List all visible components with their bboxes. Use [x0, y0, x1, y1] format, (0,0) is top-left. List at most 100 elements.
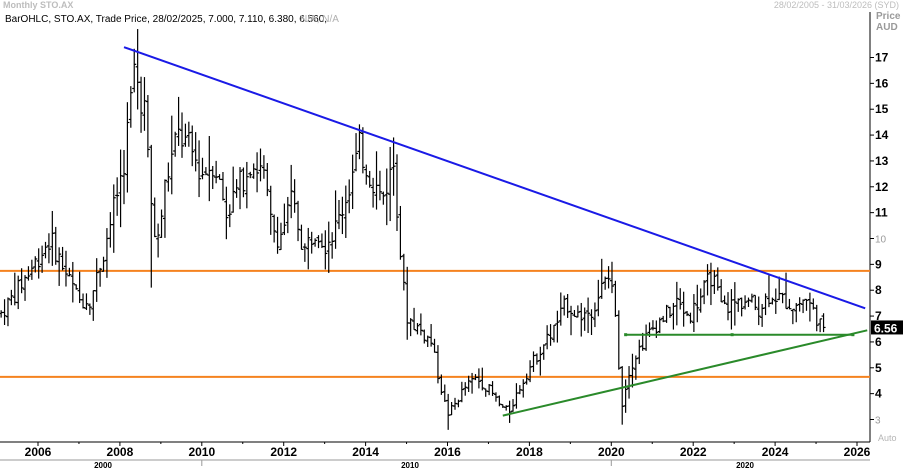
ohlc-bar[interactable]: [657, 317, 662, 334]
ohlc-bar[interactable]: [313, 238, 318, 247]
trendline-handle[interactable]: [624, 333, 628, 337]
ohlc-bar[interactable]: [794, 302, 799, 323]
ohlc-bar[interactable]: [193, 132, 198, 172]
ohlc-bar[interactable]: [630, 353, 635, 388]
ohlc-bar[interactable]: [674, 281, 679, 326]
ohlc-bar[interactable]: [695, 284, 700, 323]
ohlc-bar[interactable]: [394, 154, 399, 231]
ohlc-bar[interactable]: [70, 261, 75, 303]
ohlc-bar[interactable]: [784, 272, 789, 310]
auto-scale-label[interactable]: Auto: [878, 433, 897, 443]
ohlc-bar[interactable]: [183, 123, 188, 147]
ohlc-bar[interactable]: [702, 280, 707, 305]
ohlc-bar[interactable]: [412, 307, 417, 331]
ohlc-bar[interactable]: [371, 177, 376, 208]
ohlc-bar[interactable]: [429, 324, 434, 347]
ohlc-bar[interactable]: [770, 297, 775, 305]
ohlc-bar[interactable]: [538, 346, 543, 376]
ohlc-bar[interactable]: [623, 379, 628, 413]
ohlc-bar[interactable]: [289, 164, 294, 219]
ohlc-bar[interactable]: [340, 196, 345, 235]
ohlc-bar[interactable]: [248, 171, 253, 179]
ohlc-bar[interactable]: [545, 325, 550, 350]
ohlc-bar[interactable]: [115, 177, 120, 216]
ohlc-bar[interactable]: [548, 324, 553, 346]
ohlc-bar[interactable]: [801, 299, 806, 314]
ohlc-bar[interactable]: [234, 179, 239, 198]
ohlc-bar[interactable]: [121, 149, 126, 205]
ohlc-bar[interactable]: [210, 165, 215, 190]
ohlc-bar[interactable]: [681, 291, 686, 327]
ohlc-bar[interactable]: [296, 200, 301, 242]
ohlc-bar[interactable]: [285, 196, 290, 234]
ohlc-bar[interactable]: [166, 162, 171, 192]
ohlc-bar[interactable]: [367, 170, 372, 188]
ohlc-bar[interactable]: [521, 379, 526, 398]
ohlc-bar[interactable]: [326, 221, 331, 273]
ohlc-bar[interactable]: [596, 279, 601, 317]
ohlc-bar[interactable]: [224, 186, 229, 240]
ohlc-bar[interactable]: [60, 246, 65, 271]
ohlc-bar[interactable]: [381, 191, 386, 205]
ohlc-bar[interactable]: [169, 115, 174, 195]
ohlc-bar[interactable]: [763, 293, 768, 316]
ohlc-bar[interactable]: [98, 267, 103, 287]
ohlc-bar[interactable]: [712, 270, 717, 295]
ohlc-bar[interactable]: [306, 227, 311, 270]
ohlc-bar[interactable]: [323, 230, 328, 270]
ohlc-bar[interactable]: [804, 298, 809, 311]
ohlc-bar[interactable]: [354, 133, 359, 172]
ohlc-bar[interactable]: [466, 375, 471, 392]
ohlc-bar[interactable]: [739, 297, 744, 317]
ohlc-bar[interactable]: [773, 288, 778, 314]
ohlc-bar[interactable]: [268, 185, 273, 235]
ohlc-bar[interactable]: [818, 318, 823, 333]
ohlc-bar[interactable]: [511, 399, 516, 412]
ohlc-bar[interactable]: [40, 245, 45, 273]
ohlc-bar[interactable]: [46, 233, 51, 264]
ohlc-bar[interactable]: [685, 311, 690, 317]
ohlc-bar[interactable]: [272, 214, 277, 243]
ohlc-bar[interactable]: [435, 345, 440, 384]
ohlc-bar[interactable]: [57, 247, 62, 286]
ohlc-bar[interactable]: [302, 243, 307, 262]
ohlc-bar[interactable]: [606, 266, 611, 289]
ohlc-bar[interactable]: [125, 102, 130, 193]
ohlc-bar[interactable]: [664, 304, 669, 323]
ohlc-bar[interactable]: [637, 339, 642, 365]
ohlc-bar[interactable]: [616, 310, 621, 370]
ohlc-bar[interactable]: [422, 329, 427, 344]
ohlc-bar[interactable]: [156, 223, 161, 258]
ohlc-bar[interactable]: [609, 261, 614, 294]
ohlc-bar[interactable]: [490, 381, 495, 396]
ohlc-bar[interactable]: [415, 323, 420, 335]
ohlc-bar[interactable]: [278, 222, 283, 251]
ohlc-bar[interactable]: [309, 231, 314, 254]
ohlc-bar[interactable]: [139, 76, 144, 133]
ohlc-bar[interactable]: [722, 295, 727, 305]
ohlc-bar[interactable]: [343, 185, 348, 238]
ohlc-bar[interactable]: [667, 306, 672, 318]
ohlc-bar[interactable]: [418, 313, 423, 336]
ohlc-bar[interactable]: [398, 205, 403, 260]
trendline-handle[interactable]: [851, 333, 855, 337]
ohlc-bar[interactable]: [142, 77, 147, 131]
ohlc-bar[interactable]: [582, 307, 587, 331]
ohlc-bar[interactable]: [241, 167, 246, 198]
ohlc-bar[interactable]: [350, 154, 355, 210]
ohlc-bar[interactable]: [347, 179, 352, 214]
ohlc-bar[interactable]: [408, 318, 413, 337]
ohlc-bar[interactable]: [29, 259, 34, 280]
ohlc-bar[interactable]: [541, 344, 546, 360]
ohlc-bar[interactable]: [162, 179, 167, 238]
ohlc-bar[interactable]: [360, 127, 365, 174]
ohlc-bar[interactable]: [780, 292, 785, 304]
ohlc-bar[interactable]: [459, 381, 464, 403]
ohlc-bar[interactable]: [275, 216, 280, 254]
ohlc-bar[interactable]: [255, 152, 260, 193]
ohlc-bar[interactable]: [33, 256, 38, 273]
ohlc-bar[interactable]: [569, 305, 574, 336]
ohlc-bar[interactable]: [258, 148, 263, 182]
ohlc-bar[interactable]: [480, 367, 485, 391]
